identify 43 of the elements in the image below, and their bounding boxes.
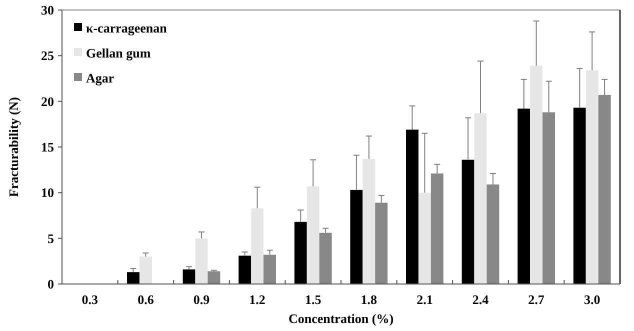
bar <box>350 190 363 284</box>
legend-label: Gellan gum <box>86 46 151 61</box>
y-tick-label: 25 <box>41 48 54 64</box>
x-tick-label: 2.4 <box>472 292 490 307</box>
y-axis-title: Fracturability (N) <box>6 96 21 198</box>
bar <box>573 108 586 284</box>
y-tick-label: 30 <box>41 2 54 18</box>
y-tick-label: 15 <box>41 140 54 155</box>
y-tick-label: 5 <box>48 230 54 246</box>
x-tick-label: 0.9 <box>193 292 210 307</box>
x-tick-label: 1.8 <box>360 292 378 307</box>
bar <box>208 271 220 284</box>
x-tick-label: 2.7 <box>528 292 545 307</box>
y-tick-label: 20 <box>41 94 54 109</box>
x-tick-label: 3.0 <box>584 292 600 307</box>
bar <box>586 70 598 284</box>
bar <box>139 256 152 284</box>
bar <box>462 160 474 284</box>
bar <box>474 113 487 284</box>
bar <box>182 269 196 284</box>
x-axis-title: Concentration (%) <box>288 311 394 326</box>
bar <box>294 222 307 284</box>
bar <box>251 208 264 284</box>
bar <box>362 158 376 284</box>
y-tick-label: 10 <box>41 185 54 200</box>
legend-label: Agar <box>86 70 114 86</box>
x-tick-label: 1.5 <box>304 292 322 307</box>
bar <box>195 238 208 284</box>
bar <box>264 254 276 284</box>
x-tick-label: 1.2 <box>249 292 266 307</box>
bar <box>127 272 140 284</box>
bar <box>319 232 332 284</box>
bar <box>418 192 431 284</box>
bar <box>530 66 543 284</box>
bar <box>406 130 418 284</box>
x-tick-label: 0.3 <box>82 292 99 307</box>
bar <box>238 256 252 284</box>
bar <box>518 108 530 284</box>
x-tick-label: 2.1 <box>416 292 433 307</box>
y-tick-label: 0 <box>48 276 54 292</box>
bar <box>306 186 320 284</box>
legend-label: κ-carrageenan <box>86 20 168 36</box>
x-tick-label: 0.6 <box>138 292 154 307</box>
